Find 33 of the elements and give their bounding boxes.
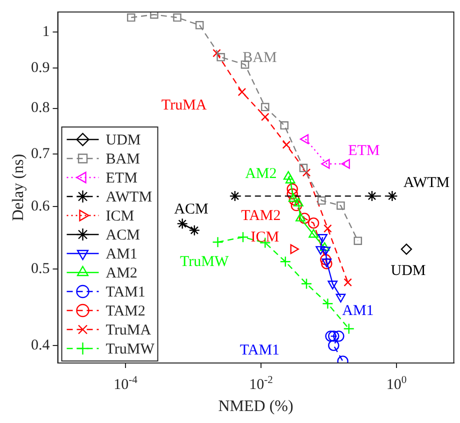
annotation: TAM1 bbox=[240, 342, 280, 358]
legend-label: TruMA bbox=[106, 322, 152, 338]
annotation: TruMA bbox=[161, 98, 207, 114]
y-tick-label: 0.4 bbox=[31, 337, 50, 354]
annotation: UDM bbox=[390, 262, 426, 279]
annotation: BAM bbox=[242, 50, 277, 66]
legend-label: ETM bbox=[106, 170, 138, 186]
annotation: ETM bbox=[348, 142, 380, 159]
y-tick-label: 1 bbox=[42, 24, 50, 40]
legend-label: AM2 bbox=[106, 265, 138, 282]
legend-label: TAM2 bbox=[106, 303, 146, 320]
annotation: AM1 bbox=[342, 302, 374, 319]
annotation: ICM bbox=[250, 230, 280, 246]
annotation: TruMW bbox=[180, 254, 230, 270]
y-tick-label: 0.8 bbox=[31, 100, 50, 116]
y-tick-label: 0.9 bbox=[31, 60, 50, 76]
legend-label: TAM1 bbox=[106, 284, 146, 300]
y-axis-title: Delay (ns) bbox=[10, 154, 27, 222]
legend-label: ICM bbox=[106, 208, 134, 224]
legend-label: TruMW bbox=[106, 341, 156, 358]
x-axis-title: NMED (%) bbox=[218, 398, 294, 415]
y-tick-label: 0.5 bbox=[31, 261, 50, 278]
legend-label: ACM bbox=[106, 227, 140, 244]
y-tick-label: 0.7 bbox=[31, 146, 50, 162]
annotation: ACM bbox=[174, 202, 208, 218]
legend-label: UDM bbox=[106, 132, 141, 148]
annotation: TAM2 bbox=[241, 208, 281, 224]
y-tick-label: 0.6 bbox=[31, 198, 50, 215]
annotation: AM2 bbox=[245, 166, 277, 182]
legend-label: AM1 bbox=[106, 246, 138, 262]
legend-label: BAM bbox=[106, 151, 140, 168]
annotation: AWTM bbox=[403, 174, 450, 191]
legend-label: AWTM bbox=[106, 189, 152, 206]
